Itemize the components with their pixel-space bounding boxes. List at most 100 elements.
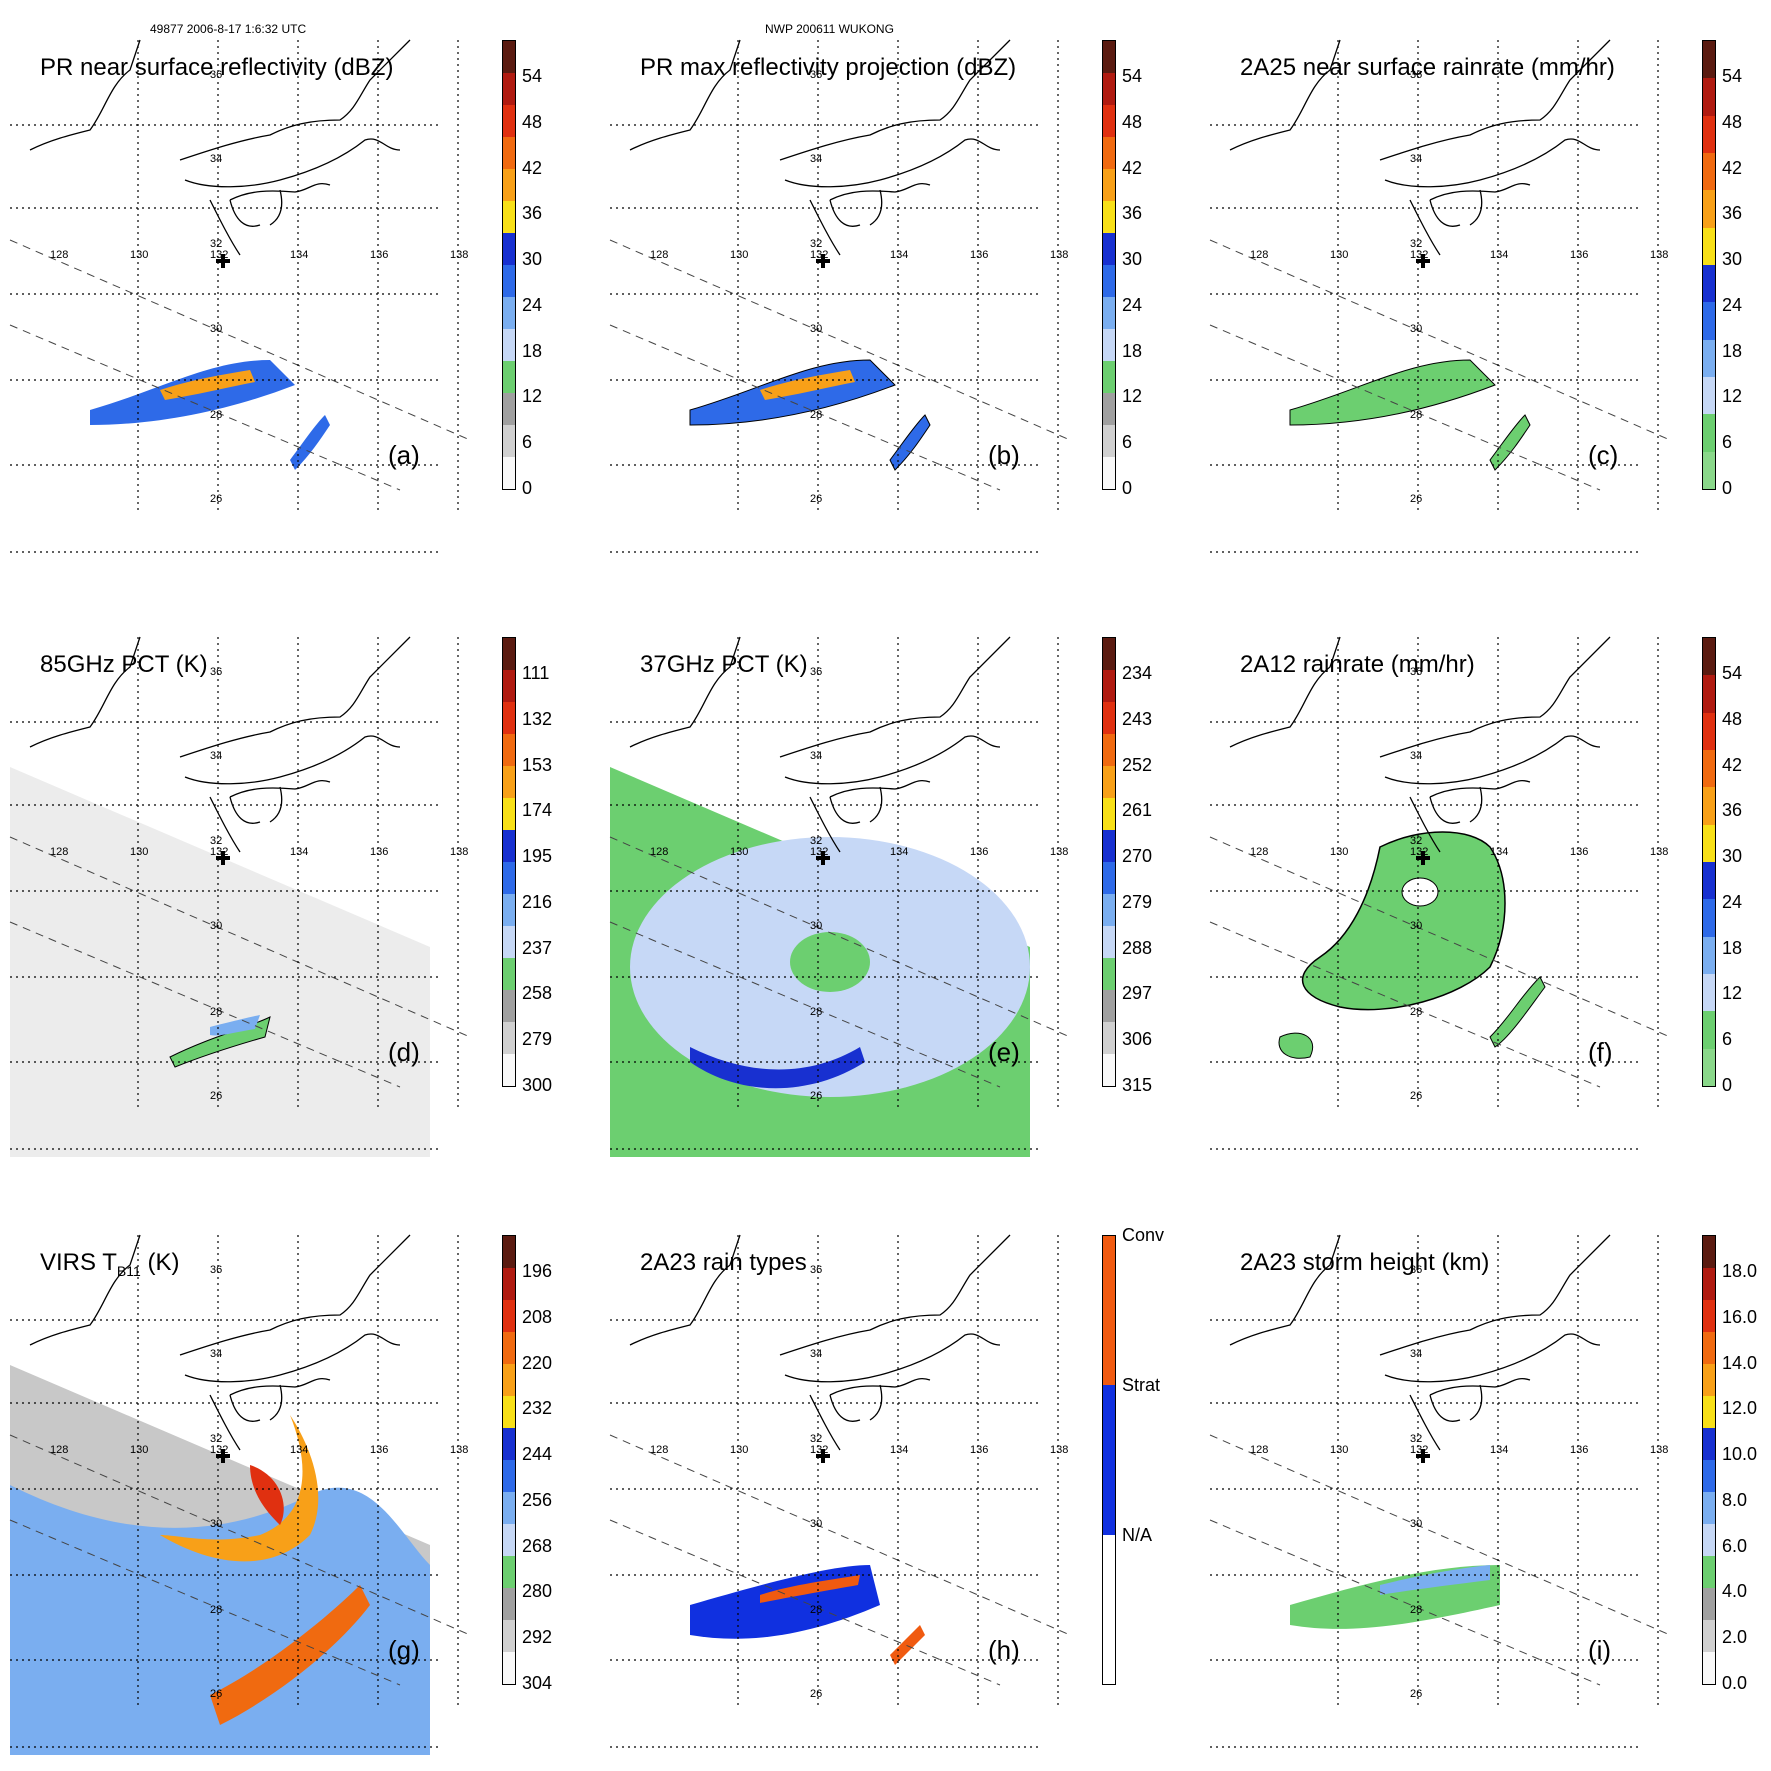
colorbar-segment	[1103, 137, 1115, 169]
coastline	[1379, 39, 1611, 161]
colorbar-segment	[1103, 329, 1115, 361]
coastline	[1229, 1234, 1341, 1346]
rainband-echo	[290, 415, 330, 470]
panel-title: 85GHz PCT (K)	[40, 651, 208, 679]
coastline	[779, 39, 1011, 161]
coastline	[1429, 1378, 1531, 1422]
colorbar-segment	[503, 73, 515, 105]
lon-label: 134	[1490, 846, 1508, 858]
panel-label: (e)	[988, 1037, 1020, 1067]
colorbar-tick-label: 36	[522, 203, 543, 224]
colorbar-segment	[1103, 702, 1115, 734]
colorbar-tick-label: 48	[1722, 708, 1743, 729]
colorbar-tick-label: 24	[1122, 294, 1143, 315]
coastline	[1429, 780, 1531, 824]
colorbar-segment	[1703, 638, 1715, 676]
lat-label: 30	[810, 1518, 822, 1530]
colorbar-segment	[1703, 1048, 1715, 1086]
lon-label: 134	[890, 1444, 908, 1456]
colorbar-tick-label: 300	[522, 1075, 553, 1095]
colorbar-tick-label: 2.0	[1722, 1627, 1748, 1648]
colorbar-tick-label: 48	[522, 111, 543, 132]
colorbar-segment	[503, 830, 515, 862]
colorbar-tick-label: 306	[1122, 1029, 1153, 1050]
lat-label: 34	[210, 1348, 222, 1360]
panel-title: 2A25 near surface rainrate (mm/hr)	[1240, 54, 1615, 82]
colorbar-segment	[503, 894, 515, 926]
coastline	[1379, 1234, 1611, 1356]
colorbar-segment	[1703, 302, 1715, 340]
colorbar-tick-label: 18	[1722, 937, 1743, 958]
colorbar-tick-label: 18	[522, 340, 543, 361]
colorbar	[1102, 40, 1116, 490]
lat-label: 26	[1410, 1688, 1422, 1700]
colorbar-segment	[1703, 1524, 1715, 1556]
panel-title-suffix: (K)	[140, 1249, 180, 1276]
coastline	[809, 1394, 841, 1451]
lat-label: 36	[210, 1264, 222, 1276]
coastline	[1379, 636, 1611, 758]
colorbar-segment	[1103, 105, 1115, 137]
lat-label: 28	[1410, 1006, 1422, 1018]
colorbar-segment	[1703, 227, 1715, 265]
convective-cell	[890, 1625, 925, 1665]
colorbar-tick-label: 132	[522, 708, 553, 729]
lat-label: 32	[210, 1433, 222, 1445]
colorbar-tick-label: 54	[522, 66, 543, 86]
panel-title-text: 37GHz PCT (K)	[640, 651, 808, 678]
coastline	[209, 796, 241, 853]
lat-label: 34	[1410, 750, 1422, 762]
colorbar-segment	[503, 41, 515, 73]
colorbar-tick-label: 24	[1722, 294, 1743, 315]
colorbar-tick-label: 220	[522, 1352, 553, 1373]
colorbar-segment	[503, 1460, 515, 1492]
lat-label: 30	[210, 323, 222, 335]
colorbar-segment	[503, 1236, 515, 1268]
panel-f: 36 34 32 30 28 26 128 130 132 134 136 138 2A12 rainr…	[1209, 636, 1770, 1157]
lat-label: 26	[210, 1688, 222, 1700]
colorbar-tick-label: 48	[1122, 111, 1143, 132]
coastline	[1429, 183, 1531, 227]
lon-label: 130	[730, 846, 748, 858]
colorbar-tick-label: 237	[522, 937, 553, 958]
coastline	[184, 1333, 401, 1383]
lat-label: 32	[1410, 835, 1422, 847]
panel-title-text: PR max reflectivity projection (dBZ)	[640, 54, 1017, 81]
colorbar-segment	[1703, 861, 1715, 900]
lon-label: 130	[130, 1444, 148, 1456]
panel-label: (c)	[1588, 440, 1619, 470]
lon-label: 130	[730, 249, 748, 261]
coastline	[29, 39, 141, 151]
colorbar-tick-label: 30	[522, 249, 543, 270]
colorbar-segment	[1103, 894, 1115, 926]
coastline	[229, 183, 331, 227]
lat-label: 36	[810, 69, 822, 81]
lon-label: 128	[650, 846, 668, 858]
colorbar-tick-label: 30	[1722, 846, 1743, 867]
lon-label: 136	[1570, 1444, 1588, 1456]
colorbar-segment	[1103, 1534, 1115, 1684]
lat-label: 28	[210, 409, 222, 421]
colorbar-segment	[503, 1588, 515, 1620]
colorbar-segment	[1103, 265, 1115, 297]
rainband-echo	[1489, 414, 1531, 471]
coastline	[179, 636, 411, 758]
colorbar-segment	[1103, 361, 1115, 393]
storm-center-marker	[1416, 851, 1430, 865]
swath-edge	[609, 921, 1001, 1088]
swath-edge	[9, 324, 401, 491]
lat-label: 36	[1410, 1264, 1422, 1276]
colorbar-segment	[503, 233, 515, 265]
colorbar-segment	[503, 169, 515, 201]
colorbar-segment	[1703, 1236, 1715, 1268]
colorbar-segment	[1703, 1300, 1715, 1332]
lon-label: 138	[1050, 846, 1068, 858]
coastline	[784, 735, 1001, 785]
rain-echo	[1289, 359, 1496, 426]
lon-label: 138	[1650, 846, 1668, 858]
lat-label: 26	[210, 1090, 222, 1102]
colorbar-segment	[503, 670, 515, 702]
colorbar-tick-label: 6	[522, 432, 533, 453]
